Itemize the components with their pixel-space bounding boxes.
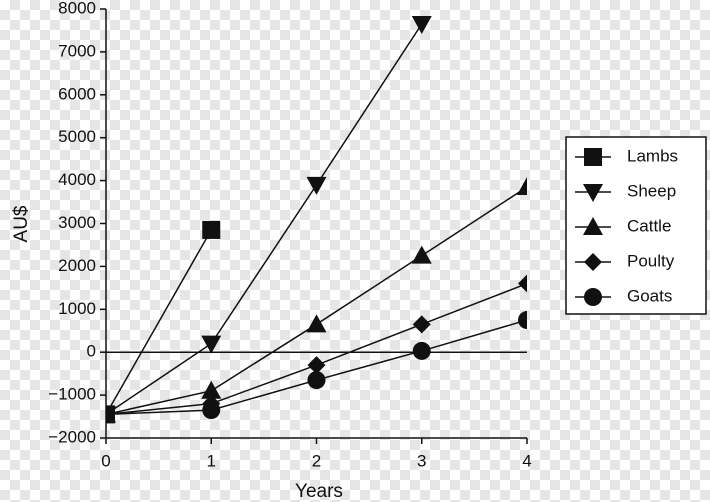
y-tick-label: 6000 <box>58 84 96 103</box>
x-tick-label: 1 <box>207 451 216 470</box>
x-axis-label: Years <box>295 481 343 502</box>
y-tick-label: 7000 <box>58 41 96 60</box>
y-tick-label: −1000 <box>48 385 96 404</box>
marker <box>518 274 527 293</box>
series-line <box>106 23 423 416</box>
plot-area <box>106 16 527 425</box>
marker <box>202 220 221 239</box>
marker <box>306 176 327 195</box>
marker <box>307 371 326 390</box>
legend-marker <box>584 288 602 306</box>
y-tick-label: 1000 <box>58 299 96 318</box>
legend-label: Lambs <box>627 146 678 165</box>
marker <box>411 16 432 35</box>
y-tick-label: 4000 <box>58 170 96 189</box>
y-tick-label: 3000 <box>58 213 96 232</box>
series-line <box>106 229 212 415</box>
legend-marker <box>584 253 602 271</box>
y-tick-label: 8000 <box>58 0 96 17</box>
y-tick-label: 5000 <box>58 127 96 146</box>
marker <box>106 405 115 424</box>
legend-marker <box>583 217 603 235</box>
x-tick-label: 4 <box>522 451 531 470</box>
y-tick-label: 0 <box>87 342 96 361</box>
x-tick-label: 2 <box>312 451 321 470</box>
marker <box>412 341 431 360</box>
y-tick-label: 2000 <box>58 256 96 275</box>
legend-marker <box>584 148 602 166</box>
x-tick-label: 3 <box>417 451 426 470</box>
marker <box>201 380 222 399</box>
marker <box>411 245 432 264</box>
legend-label: Poulty <box>627 251 675 270</box>
marker <box>307 356 326 375</box>
marker <box>306 314 327 333</box>
legend-label: Cattle <box>627 216 671 235</box>
y-tick-label: −2000 <box>48 427 96 446</box>
legend-label: Goats <box>627 286 672 305</box>
marker <box>517 177 527 196</box>
x-tick-label: 0 <box>101 451 110 470</box>
marker <box>202 401 221 420</box>
marker <box>412 315 431 334</box>
legend-label: Sheep <box>627 181 676 200</box>
marker <box>201 335 222 354</box>
y-axis-label: AU$ <box>11 205 32 242</box>
marker <box>518 311 527 330</box>
legend-marker <box>583 184 603 202</box>
